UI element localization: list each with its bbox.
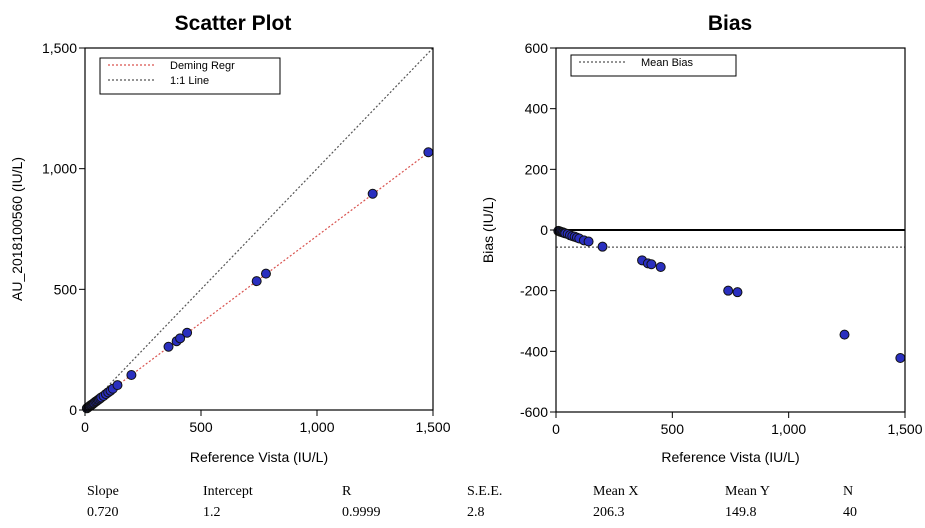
data-point — [251, 276, 262, 287]
y-axis-label: AU_2018100560 (IU/L) — [9, 157, 25, 301]
data-point — [723, 285, 734, 296]
stat-value: 2.8 — [467, 505, 485, 520]
data-point — [732, 287, 743, 298]
x-tick-label: 1,500 — [415, 419, 450, 435]
data-point — [163, 341, 174, 352]
data-point — [655, 262, 666, 273]
y-tick-label: 200 — [525, 161, 549, 177]
stat-value: 1.2 — [203, 505, 221, 520]
x-axis-label: Reference Vista (IU/L) — [190, 449, 328, 465]
stat-value: 0.9999 — [342, 505, 381, 520]
stat-mean-y: Mean Y 149.8 — [725, 481, 770, 523]
legend-label: 1:1 Line — [170, 75, 209, 87]
stat-label: N — [843, 484, 854, 499]
y-tick-label: 1,500 — [42, 40, 77, 56]
y-tick-label: 0 — [69, 402, 77, 418]
stat-value: 206.3 — [593, 505, 625, 520]
stat-label: Intercept — [203, 484, 253, 499]
stat-label: R — [342, 484, 352, 499]
data-point — [112, 380, 123, 391]
data-point — [423, 147, 434, 158]
data-point — [839, 329, 850, 340]
charts-area: Scatter Plot 0 500 1,000 1,500 0 500 1,000 1,500… — [9, 12, 923, 465]
y-tick-label: 0 — [540, 222, 548, 238]
data-point — [175, 333, 186, 344]
data-point — [260, 268, 271, 279]
data-point — [646, 259, 657, 270]
y-tick-label: 400 — [525, 101, 549, 117]
plot-frame — [84, 47, 434, 411]
legend-label: Mean Bias — [641, 57, 693, 69]
stat-n: N 40 — [843, 481, 857, 523]
1-1-line-line — [84, 47, 434, 411]
stat-r: R 0.9999 — [342, 481, 381, 523]
x-tick-label: 0 — [81, 419, 89, 435]
stat-slope: Slope 0.720 — [87, 481, 119, 523]
stat-value: 0.720 — [87, 505, 119, 520]
y-tick-label: 500 — [54, 281, 78, 297]
stat-label: Mean X — [593, 484, 639, 499]
x-tick-label: 1,500 — [887, 421, 922, 437]
data-point — [126, 370, 137, 381]
data-point — [367, 188, 378, 199]
stat-label: Slope — [87, 484, 119, 499]
legend-label: Deming Regr — [170, 60, 235, 72]
y-tick-label: -600 — [520, 404, 548, 420]
data-point — [597, 241, 608, 252]
chart-title: Scatter Plot — [175, 12, 292, 35]
y-axis-label: Bias (IU/L) — [480, 197, 496, 263]
x-tick-label: 500 — [189, 419, 213, 435]
y-tick-label: 1,000 — [42, 161, 77, 177]
x-tick-label: 1,000 — [771, 421, 806, 437]
chart-title: Bias — [708, 12, 752, 35]
data-point — [182, 327, 193, 338]
y-tick-label: -200 — [520, 283, 548, 299]
bias-chart: Bias 0 500 1,000 1,500 600 400 200 0 -200 -400 -600… — [480, 12, 923, 465]
stat-see: S.E.E. 2.8 — [467, 481, 502, 523]
data-point — [895, 353, 906, 364]
x-tick-label: 1,000 — [299, 419, 334, 435]
legend-box — [570, 54, 737, 77]
stat-label: S.E.E. — [467, 484, 503, 499]
y-tick-label: 600 — [525, 40, 549, 56]
stat-label: Mean Y — [725, 484, 770, 499]
x-tick-label: 0 — [552, 421, 560, 437]
y-tick-label: -400 — [520, 343, 548, 359]
stat-mean-x: Mean X 206.3 — [593, 481, 639, 523]
data-point — [583, 236, 594, 247]
stat-value: 40 — [843, 505, 857, 520]
statistics-table: Slope 0.720 Intercept 1.2 R 0.9999 S.E.E… — [0, 481, 925, 526]
x-tick-label: 500 — [661, 421, 685, 437]
stat-intercept: Intercept 1.2 — [203, 481, 253, 523]
scatter-plot-chart: Scatter Plot 0 500 1,000 1,500 0 500 1,000 1,500… — [9, 12, 451, 465]
x-axis-label: Reference Vista (IU/L) — [661, 449, 799, 465]
stat-value: 149.8 — [725, 505, 757, 520]
legend-box — [99, 57, 281, 95]
